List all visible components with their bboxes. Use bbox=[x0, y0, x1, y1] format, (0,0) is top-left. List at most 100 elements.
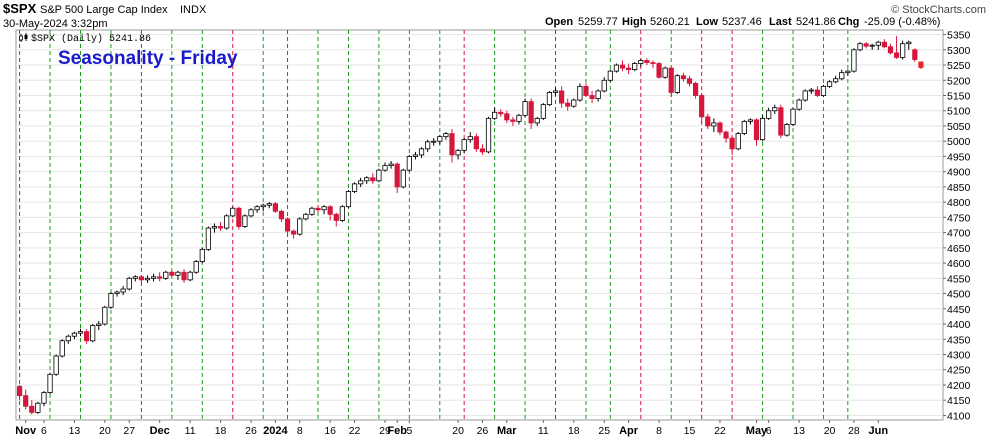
candle bbox=[126, 276, 132, 291]
candle bbox=[595, 89, 601, 102]
candle-body bbox=[169, 271, 175, 276]
candle-body bbox=[205, 227, 211, 250]
x-tick-label: 6 bbox=[41, 425, 47, 437]
y-tick-label: 4250 bbox=[947, 365, 971, 377]
candle-body bbox=[315, 207, 321, 211]
candle-body bbox=[479, 148, 486, 153]
price-series bbox=[16, 36, 924, 415]
candle bbox=[297, 217, 303, 236]
candle bbox=[638, 58, 644, 67]
y-tick-label: 5300 bbox=[947, 45, 971, 57]
candle bbox=[906, 40, 912, 50]
candle bbox=[65, 334, 71, 344]
candle-body bbox=[345, 191, 352, 208]
candle bbox=[47, 372, 53, 395]
y-tick-label: 4850 bbox=[947, 182, 971, 194]
low-label: Low bbox=[696, 16, 718, 28]
candle bbox=[559, 86, 565, 108]
candle bbox=[309, 206, 315, 216]
candle-body bbox=[644, 60, 650, 64]
candle bbox=[248, 208, 254, 218]
candle bbox=[144, 275, 151, 283]
chart-title: Seasonality - Friday bbox=[58, 48, 238, 69]
candle bbox=[772, 104, 778, 114]
x-tick-label: 8 bbox=[656, 425, 662, 437]
y-tick-label: 5150 bbox=[947, 91, 971, 103]
candle bbox=[893, 36, 900, 59]
candle-body bbox=[583, 85, 589, 96]
candle-body bbox=[96, 323, 102, 326]
candle-body bbox=[540, 104, 546, 119]
candle-body bbox=[717, 122, 723, 133]
y-tick-label: 5200 bbox=[947, 75, 971, 87]
candle bbox=[881, 39, 887, 49]
candle-body bbox=[53, 355, 59, 375]
candle bbox=[260, 203, 266, 212]
candle bbox=[199, 247, 205, 264]
candle-body bbox=[735, 133, 741, 150]
candle-body bbox=[333, 213, 339, 221]
candle bbox=[650, 60, 656, 69]
candle-body bbox=[443, 133, 449, 138]
candle-body bbox=[175, 271, 181, 276]
candle bbox=[169, 270, 175, 277]
y-tick-label: 5050 bbox=[947, 121, 971, 133]
candle-body bbox=[516, 114, 522, 122]
y-tick-label: 4200 bbox=[947, 380, 971, 392]
candle bbox=[77, 328, 84, 337]
y-tick-label: 4400 bbox=[947, 319, 971, 331]
candle-body bbox=[83, 331, 90, 342]
candle-body bbox=[686, 78, 693, 84]
candle bbox=[857, 42, 863, 52]
x-tick-label: 13 bbox=[793, 425, 805, 437]
candle bbox=[759, 115, 766, 142]
candle bbox=[394, 162, 400, 194]
candle-body bbox=[163, 271, 169, 279]
candle-body bbox=[77, 331, 84, 334]
candle bbox=[826, 80, 833, 88]
candle-body bbox=[193, 261, 199, 273]
candle bbox=[41, 391, 47, 407]
candle-body bbox=[211, 226, 218, 229]
y-tick-label: 4750 bbox=[947, 212, 971, 224]
candle-body bbox=[144, 277, 151, 281]
y-tick-label: 4500 bbox=[947, 289, 971, 301]
candle-body bbox=[102, 306, 108, 325]
x-tick-label: Jun bbox=[869, 425, 889, 437]
candle-body bbox=[242, 215, 248, 227]
candle bbox=[565, 98, 571, 111]
candle-body bbox=[741, 121, 747, 134]
candle bbox=[437, 135, 443, 145]
candle bbox=[284, 217, 291, 236]
x-tick-label: 18 bbox=[568, 425, 580, 437]
candle-body bbox=[449, 133, 455, 156]
candle-body bbox=[351, 183, 358, 192]
candle-body bbox=[278, 210, 285, 220]
candle-body bbox=[364, 177, 370, 182]
candle bbox=[71, 331, 78, 340]
candle bbox=[717, 121, 723, 136]
candle-body bbox=[455, 149, 461, 156]
x-tick-label: 6 bbox=[766, 425, 772, 437]
candle bbox=[711, 118, 717, 133]
candle bbox=[796, 98, 802, 111]
candle bbox=[528, 98, 534, 130]
candle-body bbox=[284, 218, 291, 232]
grid-lines bbox=[16, 34, 943, 416]
candle bbox=[863, 42, 869, 49]
candle bbox=[516, 113, 522, 125]
candle bbox=[534, 116, 540, 126]
y-axis: 4100 4150 4200 4250 4300 4350 4400 4450 4500 4550… bbox=[943, 30, 971, 422]
candle-body bbox=[601, 79, 607, 92]
candle bbox=[662, 66, 668, 79]
candle-body bbox=[132, 276, 138, 279]
candle-body bbox=[418, 148, 425, 156]
candle-body bbox=[467, 136, 473, 141]
candle-body bbox=[906, 41, 912, 45]
candle bbox=[900, 40, 906, 60]
candle bbox=[53, 354, 59, 376]
candle-body bbox=[565, 102, 571, 107]
candle bbox=[339, 205, 345, 222]
candle bbox=[656, 61, 662, 79]
y-tick-label: 5250 bbox=[947, 60, 971, 72]
